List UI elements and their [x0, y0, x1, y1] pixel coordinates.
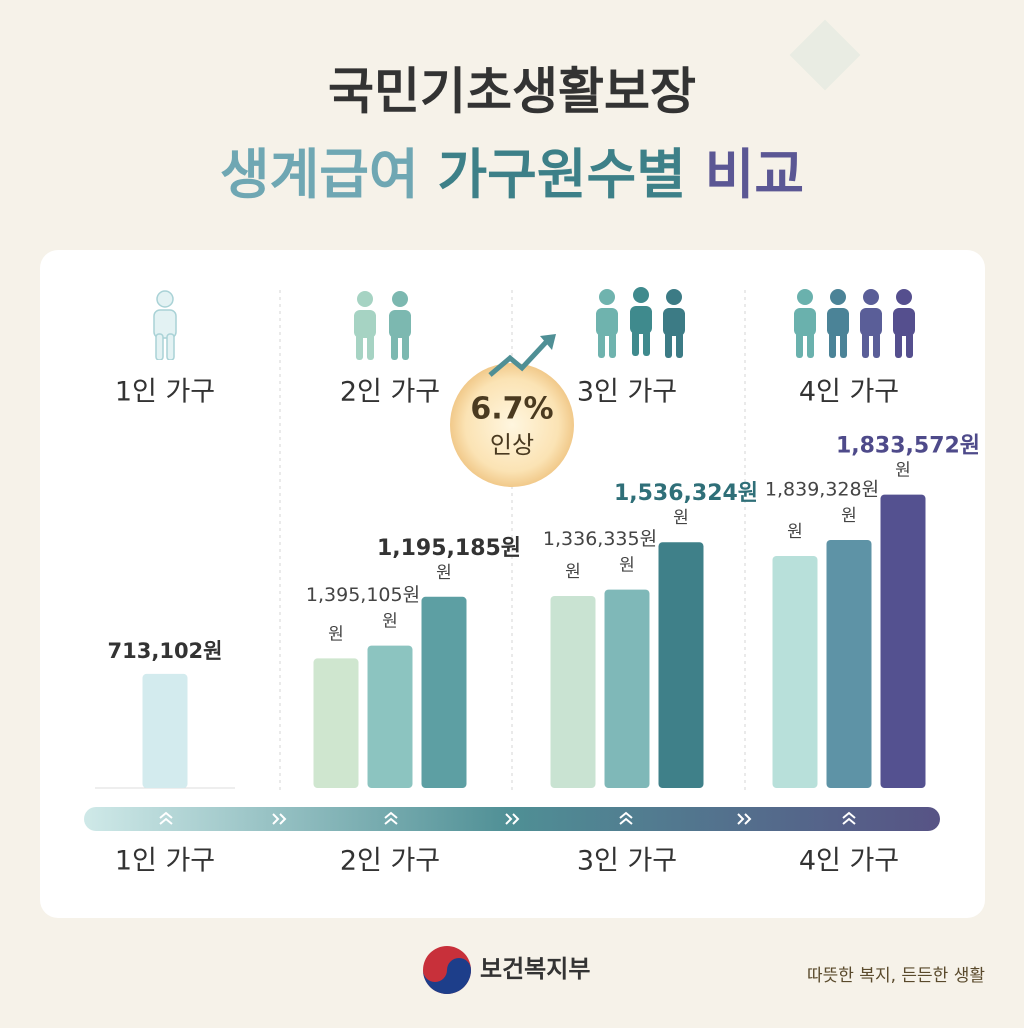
title: 국민기초생활보장	[328, 63, 696, 121]
bar	[367, 645, 413, 788]
group-label: 4인 가구	[799, 377, 899, 408]
value-unit: 원	[436, 563, 452, 583]
note-label: 1,336,335원	[543, 528, 657, 550]
note-label: 1,395,105원	[306, 584, 420, 606]
group-label: 1인 가구	[115, 377, 215, 408]
bar	[880, 494, 926, 788]
trend-arrow-head	[540, 334, 556, 350]
value-label: 1,536,324원	[614, 481, 758, 506]
bar	[142, 673, 188, 788]
value-unit: 원	[895, 461, 911, 481]
value-unit: 원	[382, 612, 398, 632]
value-unit: 원	[619, 556, 635, 576]
axis-label: 3인 가구	[577, 846, 677, 877]
value-unit: 원	[673, 508, 689, 528]
bar	[550, 596, 596, 788]
value-unit: 원	[328, 624, 344, 644]
subtitle-part: 가구원수별	[437, 143, 685, 206]
axis-label: 1인 가구	[115, 846, 215, 877]
value-unit: 원	[565, 562, 581, 582]
badge-text: 6.7%	[470, 392, 553, 427]
group-label: 2인 가구	[340, 377, 440, 408]
badge	[450, 363, 574, 487]
value-unit: 원	[841, 506, 857, 526]
value-label: 713,102원	[108, 639, 223, 663]
axis-label: 4인 가구	[799, 846, 899, 877]
badge-caption: 인상	[490, 431, 534, 459]
org-name: 보건복지부	[480, 955, 590, 983]
logo-part	[423, 958, 471, 994]
subtitle-part: 생계급여	[220, 143, 419, 206]
bar	[313, 658, 359, 788]
subtitle: 생계급여 가구원수별 비교	[220, 143, 804, 206]
bar	[826, 540, 872, 788]
subtitle-part: 비교	[705, 143, 804, 206]
bar	[421, 596, 467, 788]
bar	[604, 589, 650, 788]
value-label: 1,195,185원	[377, 536, 521, 561]
axis-label: 2인 가구	[340, 846, 440, 877]
bar	[658, 542, 704, 788]
slogan: 따뜻한 복지, 든든한 생활	[807, 966, 985, 986]
bar	[772, 556, 818, 788]
trend-arrow	[488, 338, 550, 377]
chevrons	[159, 811, 856, 825]
value-label: 1,833,572원	[836, 434, 980, 459]
value-unit: 원	[787, 522, 803, 542]
group-label: 3인 가구	[577, 377, 677, 408]
note-label: 1,839,328원	[765, 479, 879, 501]
